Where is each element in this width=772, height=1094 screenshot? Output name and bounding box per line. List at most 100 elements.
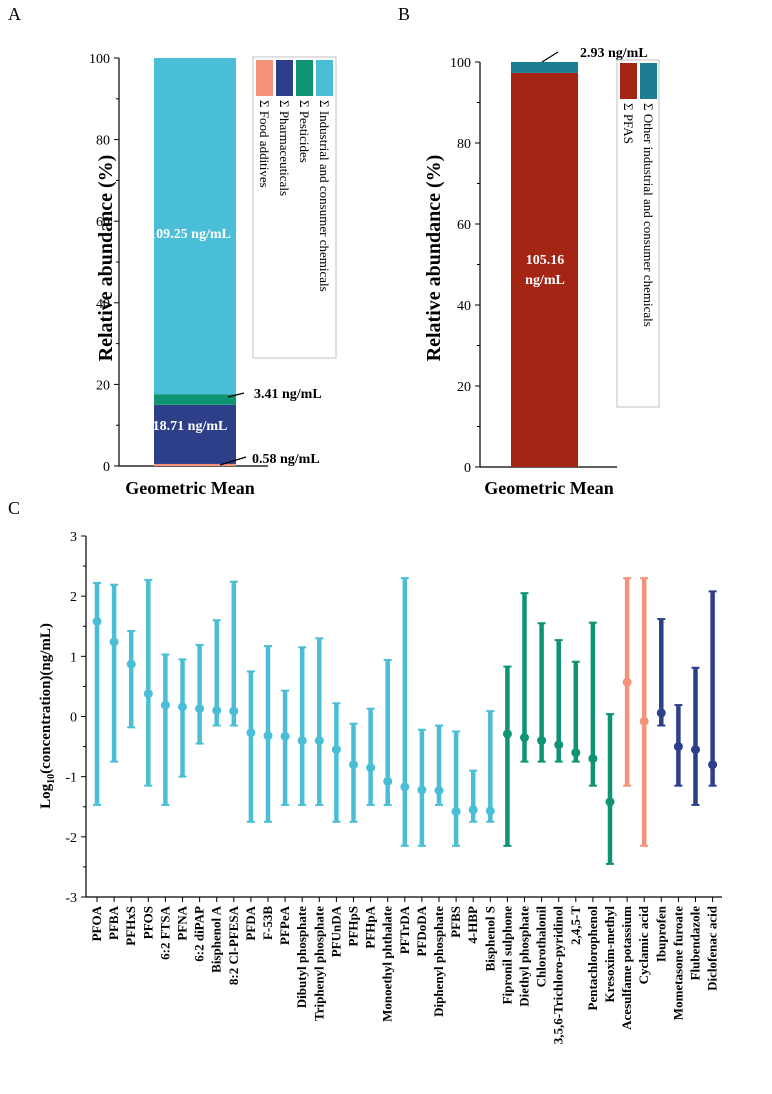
panel-c-mean-point [92,616,102,626]
panel-c-x-tick-label: PFUnDA [328,905,343,957]
panel-b-legend-swatch-other [640,63,657,99]
panel-c-x-tick-label: Cyclamic acid [636,905,651,984]
panel-a-legend-swatch-pharma [276,60,293,96]
panel-c-x-tick-label: PFDA [243,905,258,940]
panel-b-legend-label-other: Σ Other industrial and consumer chemical… [641,103,656,327]
panel-c-mean-point [571,748,581,758]
panel-c-x-tick-label: Bisphenol S [482,906,497,971]
panel-b-other-leader [541,51,559,63]
panel-a-pesticide-label: 3.41 ng/mL [254,387,322,402]
panel-c-y-tick-label: 1 [70,650,77,665]
panel-b-y-tick-label: 80 [457,137,471,152]
panel-c-mean-point [656,708,666,718]
panel-a-label: A [8,4,21,24]
panel-c-mean-point [195,704,205,714]
panel-a-bar-industrial [154,58,236,395]
panel-c-x-tick-label: PFHpS [346,906,361,946]
panel-c-mean-point [622,677,632,687]
panel-a-legend-label-pharma: Σ Pharmaceuticals [277,100,292,196]
panel-c-x-tick-label: PFBA [106,905,121,940]
panel-b-legend-label-pfas: Σ PFAS [621,103,636,144]
panel-c-x-tick-label: Bisphenol A [209,905,224,972]
panel-a-x-label: Geometric Mean [125,478,254,498]
panel-c-x-tick-label: 4-HBP [465,906,480,944]
panel-c-x-tick-label: 6:2 FTSA [157,905,172,959]
panel-c-mean-point [468,805,478,815]
panel-c-mean-point [126,659,136,669]
panel-c-mean-point [485,806,495,816]
panel-c-x-tick-label: PFOA [89,905,104,941]
panel-c-x-tick-label: Acesulfame potassium [619,906,634,1030]
panel-a-legend-swatch-industrial [316,60,333,96]
panel-c-x-tick-label: Pentachlorophenol [585,906,600,1011]
panel-a-legend [252,56,337,359]
panel-c-x-tick-label: PFOS [140,906,155,939]
panel-c-mean-point [708,760,718,770]
panel-c-mean-point [502,729,512,739]
panel-a: 0 20 40 60 80 100 Relative abundance (%) Geom… [89,52,337,498]
panel-c-y-label: Log10(concentration)(ng/mL) [38,623,57,809]
panel-c-mean-point [400,782,410,792]
panel-b-y-tick-label: 20 [457,380,471,395]
panel-a-pesticide-leader [227,392,245,398]
panel-b-legend-swatch-pfas [620,63,637,99]
panel-c-mean-point [109,637,119,647]
panel-b-x-label: Geometric Mean [484,478,613,498]
panel-c-y-tick-label: -1 [65,771,77,786]
panel-c-y-tick-label: 2 [70,590,77,605]
panel-c-mean-point [263,731,273,741]
panel-c-x-tick-label: Monoethyl phthalate [380,906,395,1022]
panel-a-bar-food [154,463,236,466]
panel-c-x-tick-label: PFBS [448,906,463,938]
panel-c-x-tick-label: 6:2 diPAP [192,906,207,962]
panel-c-y-tick-label: -3 [65,891,77,906]
panel-b-bar-pfas [511,72,578,467]
panel-a-y-tick-label: 40 [96,297,110,312]
panel-c-y-tick-label: 0 [70,711,77,726]
panel-a-legend-label-industrial: Σ Industrial and consumer chemicals [317,100,332,292]
panel-b-bar-other [511,62,578,73]
panel-c-x-tick-label: Ibuprofen [653,905,668,962]
panel-c-x-tick-label: Diethyl phosphate [517,906,532,1007]
panel-b-y-label: Relative abundance (%) [423,155,445,362]
panel-c-x-tick-label: Chlorothalonil [534,906,549,988]
panel-a-legend-label-food: Σ Food additives [257,100,272,188]
panel-c-mean-point [297,736,307,746]
panel-c-mean-point [417,785,427,795]
panel-b-y-tick-label: 0 [464,461,471,476]
panel-c-mean-point [246,728,256,738]
panel-c-x-tick-label: Flubendazole [688,906,703,981]
panel-a-legend-swatch-pesticide [296,60,313,96]
panel-a-y-label: Relative abundance (%) [95,155,117,362]
panel-c-mean-point [554,740,564,750]
panel-c-mean-point [691,745,700,755]
panel-b-other-label: 2.93 ng/mL [580,46,648,61]
panel-c-x-tick-label: F-53B [260,906,275,940]
panel-b-label: B [398,4,410,24]
panel-a-industrial-label: 109.25 ng/mL [149,227,231,242]
panel-a-y-tick-label: 80 [96,134,110,149]
panel-c-mean-point [605,797,615,807]
panel-c-mean-point [639,716,649,726]
panel-a-pharma-label: 18.71 ng/mL [153,419,228,434]
panel-c-x-tick-label: PFPeA [277,905,292,945]
panel-c-mean-point [520,733,529,743]
panel-b-legend [616,59,660,408]
panel-c-mean-point [434,786,444,796]
panel-a-y-tick-label: 100 [89,52,110,67]
panel-c-x-tick-label: 8:2 Cl-PFESA [226,905,241,985]
panel-a-y-tick-label: 60 [96,215,110,230]
panel-c-mean-point [280,731,290,741]
panel-c-x-tick-label: PFNA [175,905,190,940]
panel-c-mean-point [588,754,598,764]
panel-c-mean-point [212,705,222,715]
panel-c-mean-point [331,745,341,755]
panel-b-y-tick-label: 100 [450,56,471,71]
panel-c-label: C [8,498,20,518]
panel-a-y-tick-label: 20 [96,378,110,393]
panel-c-mean-point [229,706,239,716]
panel-c-mean-point [366,763,376,773]
panel-b-pfas-label-line2: ng/mL [525,273,565,288]
panel-c-x-tick-label: PFHpA [363,905,378,948]
